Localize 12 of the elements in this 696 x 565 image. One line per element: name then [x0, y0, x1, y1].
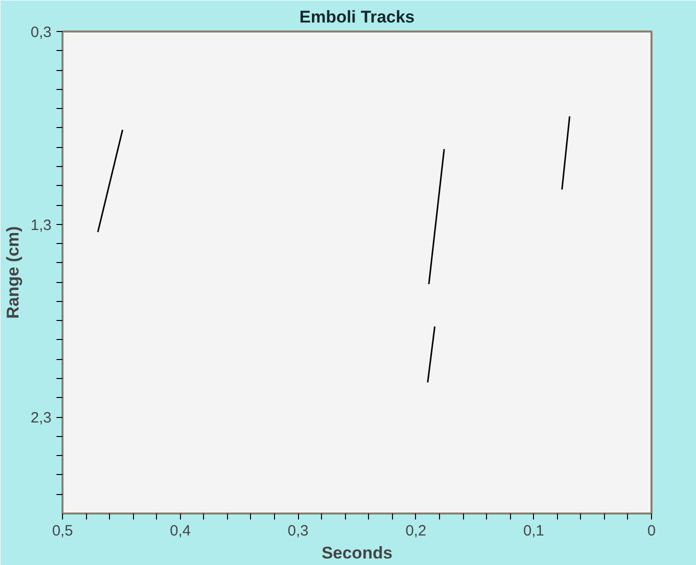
x-tick-label: 0,4: [170, 522, 191, 540]
x-axis-title: Seconds: [322, 544, 392, 562]
x-tick-label: 0,1: [523, 522, 544, 540]
y-tick-label: 1,3: [30, 216, 52, 234]
chart-title: Emboli Tracks: [299, 8, 415, 26]
y-tick-label: 0,3: [30, 24, 52, 41]
x-tick-label: 0,5: [52, 522, 73, 540]
y-axis-title: Range (cm): [4, 226, 23, 319]
x-tick-label: 0,2: [405, 522, 426, 540]
x-tick-label: 0: [647, 522, 656, 540]
x-tick-label: 0,3: [288, 522, 309, 540]
y-tick-label: 2,3: [30, 410, 52, 427]
